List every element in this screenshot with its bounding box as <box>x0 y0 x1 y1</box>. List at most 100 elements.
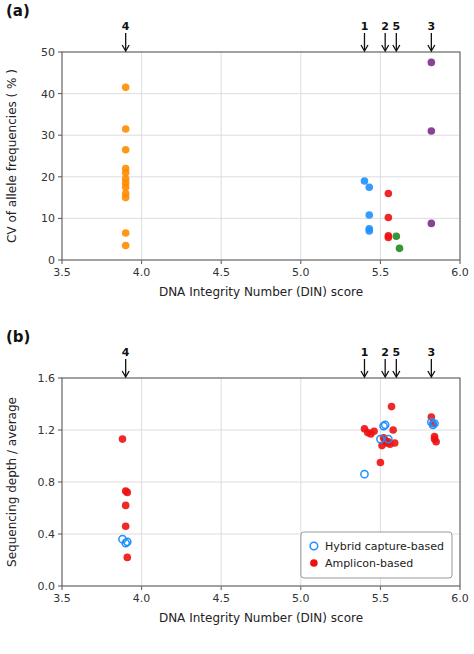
tick-label: 0.8 <box>38 476 56 489</box>
annotation-arrow <box>125 359 126 376</box>
tick-label: 50 <box>41 46 55 59</box>
tick-label: 40 <box>41 88 55 101</box>
tick <box>221 586 222 590</box>
frame <box>62 378 460 586</box>
point <box>365 227 373 235</box>
tick <box>380 586 381 590</box>
tick-label: 4.5 <box>212 592 230 605</box>
point <box>377 436 384 443</box>
annotation-label: 5 <box>392 346 400 359</box>
annotation-arrowhead <box>428 45 435 51</box>
grid-line <box>62 135 460 136</box>
plot-area <box>62 52 460 260</box>
grid-line <box>141 52 142 260</box>
annotation-arrow <box>125 33 126 50</box>
annotation-label: 2 <box>381 20 389 33</box>
annotation-label: 5 <box>392 20 400 33</box>
plot-area <box>62 378 460 586</box>
annotation-arrow <box>364 359 365 376</box>
annotation-arrow <box>364 33 365 50</box>
tick <box>380 260 381 264</box>
tick <box>62 586 63 590</box>
point <box>428 127 436 135</box>
tick-label: 4.5 <box>212 266 230 279</box>
panel-title: (a) <box>6 2 30 20</box>
tick <box>58 430 62 431</box>
tick <box>58 534 62 535</box>
grid-line <box>62 482 460 483</box>
point <box>122 502 130 510</box>
point <box>365 211 373 219</box>
grid-line <box>62 176 460 177</box>
tick-label: 5.0 <box>292 592 310 605</box>
point <box>122 146 130 154</box>
annotation-arrow <box>396 33 397 50</box>
point <box>122 229 130 237</box>
tick-label: 0.4 <box>38 528 56 541</box>
point <box>119 435 127 443</box>
tick-label: 5.0 <box>292 266 310 279</box>
point <box>385 214 393 222</box>
legend: Hybrid capture-basedAmplicon-based <box>301 532 452 578</box>
tick <box>460 260 461 264</box>
tick <box>58 52 62 53</box>
point <box>428 220 436 228</box>
tick <box>460 586 461 590</box>
panel: 3.54.04.55.05.56.001020304050DNA Integri… <box>5 2 469 299</box>
tick-label: 20 <box>41 171 55 184</box>
legend-marker <box>310 542 318 550</box>
annotation-arrowhead <box>428 371 435 377</box>
point <box>370 428 378 436</box>
annotation-arrow <box>385 359 386 376</box>
chart: 3.54.04.55.05.56.001020304050DNA Integri… <box>0 0 474 654</box>
point <box>122 242 130 250</box>
point <box>388 403 396 411</box>
annotation-label: 1 <box>361 20 369 33</box>
point <box>393 232 401 240</box>
tick <box>141 586 142 590</box>
tick <box>58 218 62 219</box>
grid-line <box>221 52 222 260</box>
grid-line <box>62 430 460 431</box>
annotation-arrow <box>396 359 397 376</box>
panel: 3.54.04.55.05.56.00.00.40.81.21.6DNA Int… <box>5 328 469 625</box>
y-axis-label: Sequencing depth / average <box>5 397 19 567</box>
point <box>361 177 369 185</box>
tick <box>141 260 142 264</box>
point <box>123 489 131 497</box>
tick-label: 4.0 <box>133 266 151 279</box>
grid-line <box>380 52 381 260</box>
annotation-arrow <box>431 33 432 50</box>
annotation-arrowhead <box>382 371 389 377</box>
tick <box>300 586 301 590</box>
tick-label: 10 <box>41 212 55 225</box>
tick <box>58 135 62 136</box>
point <box>385 190 393 198</box>
annotation-label: 3 <box>428 20 436 33</box>
tick-label: 6.0 <box>451 592 469 605</box>
annotation-label: 1 <box>361 346 369 359</box>
tick <box>58 176 62 177</box>
tick <box>58 93 62 94</box>
point <box>432 438 440 446</box>
point <box>123 554 131 562</box>
grid-line <box>62 93 460 94</box>
annotation-arrow <box>431 359 432 376</box>
tick <box>58 260 62 261</box>
point <box>124 538 131 545</box>
annotation-label: 4 <box>122 20 130 33</box>
grid-line <box>300 52 301 260</box>
annotation-label: 2 <box>381 346 389 359</box>
tick <box>300 260 301 264</box>
tick-label: 0.0 <box>38 580 56 593</box>
tick-label: 5.5 <box>372 266 390 279</box>
frame <box>62 52 460 260</box>
annotation-label: 3 <box>428 346 436 359</box>
tick-label: 6.0 <box>451 266 469 279</box>
y-axis-label: CV of allele frequencies ( % ) <box>5 69 19 243</box>
annotation-arrowhead <box>393 371 400 377</box>
tick-label: 1.6 <box>38 372 56 385</box>
point <box>396 245 404 253</box>
point <box>122 194 130 202</box>
tick-label: 4.0 <box>133 592 151 605</box>
